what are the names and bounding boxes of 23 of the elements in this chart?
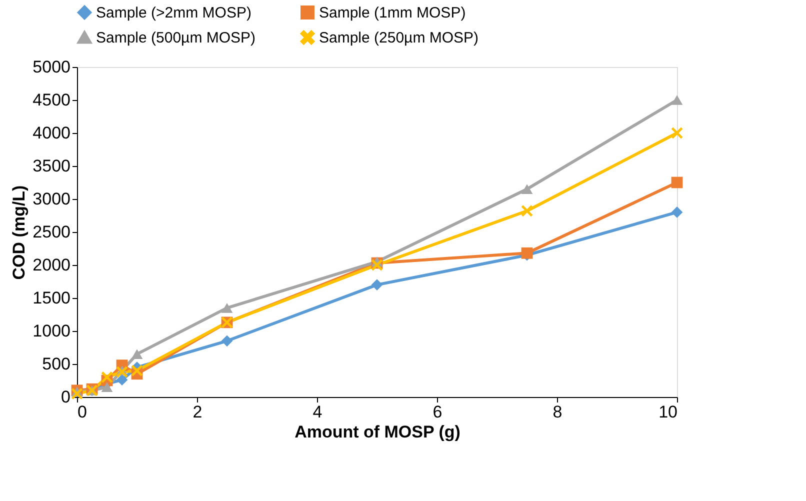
y-axis-title: COD (mg/L) <box>10 185 29 280</box>
y-tick-label: 5000 <box>32 58 70 76</box>
y-tick-label: 0 <box>61 388 70 406</box>
y-tick-label: 1500 <box>32 288 70 308</box>
x-tick-label: 4 <box>312 402 322 422</box>
legend-label: Sample (500µm MOSP) <box>96 30 256 46</box>
y-tick-label: 3500 <box>32 156 70 176</box>
y-tick-label: 4500 <box>32 90 70 110</box>
legend-label: Sample (250µm MOSP) <box>319 30 479 46</box>
x-axis-title: Amount of MOSP (g) <box>294 422 460 442</box>
y-tick-label: 3000 <box>32 190 70 208</box>
y-tick-label: 1000 <box>32 322 70 340</box>
x-tick-label: 2 <box>192 402 202 422</box>
x-tick-label: 0 <box>78 402 87 422</box>
x-tick-label: 10 <box>658 402 678 422</box>
y-tick-label: 2000 <box>32 256 70 274</box>
legend-label: Sample (>2mm MOSP) <box>96 4 252 22</box>
legend-label: Sample (1mm MOSP) <box>319 4 466 22</box>
x-tick-label: 6 <box>432 402 442 422</box>
y-tick-label: 2500 <box>32 222 70 242</box>
y-tick-label: 500 <box>42 354 70 374</box>
x-tick-label: 8 <box>552 402 562 422</box>
y-tick-label: 4000 <box>32 124 70 142</box>
